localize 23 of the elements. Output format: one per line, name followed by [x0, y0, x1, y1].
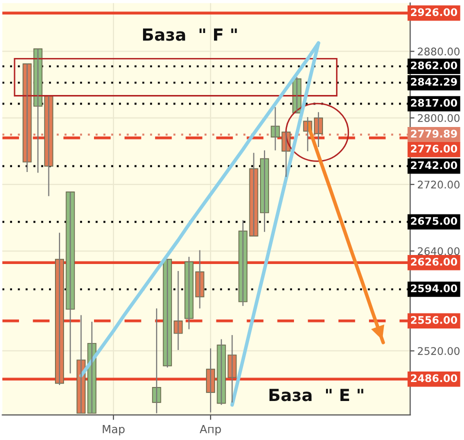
ref-line-label: 2556.00	[411, 316, 458, 324]
ref-line-label: 2817.00	[411, 98, 458, 107]
ref-line-label: 2675.00	[411, 217, 458, 225]
ref-line-label: 2842.29	[411, 78, 457, 86]
ref-line-label: 2626.00	[411, 258, 458, 266]
ref-line-label: 2776.00	[411, 144, 458, 153]
ref-line-label: 2779.89	[411, 130, 457, 138]
candlestick	[206, 348, 216, 413]
y-tick-label: 2880.00	[418, 48, 460, 56]
y-tick-label: 2640.00	[418, 247, 460, 256]
candlestick	[152, 308, 162, 414]
y-tick-label: 2800.00	[418, 114, 460, 122]
ref-line-label: 2594.00	[411, 284, 458, 292]
y-tick-label: 2520.00	[418, 347, 460, 355]
ref-line-label: 2926.00	[411, 8, 458, 16]
ref-line-label: 2742.00	[411, 161, 458, 170]
y-tick-label: 2720.00	[418, 180, 460, 189]
ref-line-label: 2862.00	[411, 61, 458, 70]
ref-line-label: 2486.00	[411, 374, 458, 382]
x-tick-label: Апр	[200, 424, 221, 436]
annotation: База " E "	[269, 388, 364, 402]
x-tick-label: Мар	[102, 424, 125, 436]
annotation: База " F "	[143, 28, 237, 41]
